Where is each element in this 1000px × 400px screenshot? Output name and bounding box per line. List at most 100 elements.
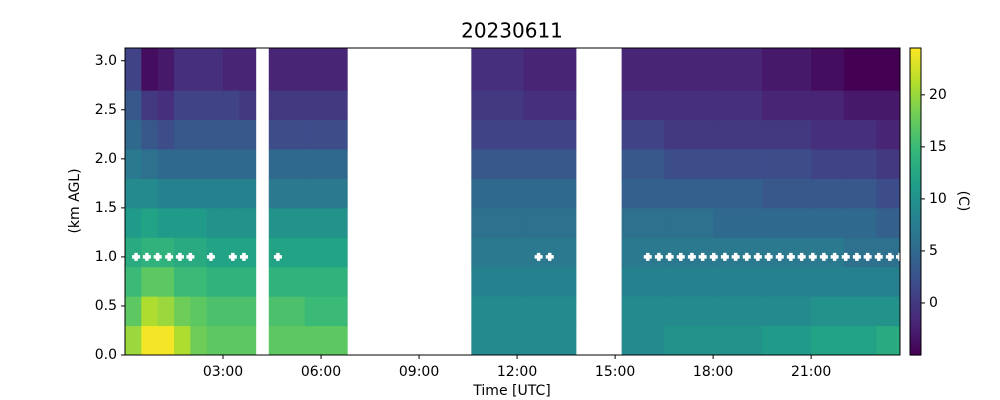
heatmap-cell: [664, 266, 714, 297]
heatmap-cell: [713, 178, 763, 209]
heatmap-cell: [125, 178, 142, 209]
colorbar-label: (C): [955, 191, 971, 212]
heatmap-cell: [268, 296, 306, 327]
colorbar-segment: [910, 216, 921, 221]
heatmap-cell: [471, 48, 525, 91]
heatmap-cell: [125, 266, 142, 297]
colorbar-segment: [910, 275, 921, 279]
colorbar-segment: [910, 284, 921, 289]
heatmap-cell: [621, 266, 665, 297]
marker: [175, 252, 184, 261]
heatmap-cell: [190, 149, 208, 179]
heatmap-cell: [206, 296, 224, 327]
marker: [874, 252, 883, 261]
heatmap-cell: [713, 90, 763, 121]
heatmap-cell: [523, 119, 577, 150]
colorbar-segment: [910, 204, 921, 209]
heatmap-cell: [304, 237, 348, 268]
colorbar-segment: [910, 97, 921, 101]
heatmap-cell: [843, 237, 877, 268]
heatmap-cell: [713, 296, 763, 327]
heatmap-cell: [141, 149, 159, 179]
colorbar-segment: [910, 259, 921, 264]
x-tick-label: 18:00: [693, 364, 733, 380]
marker: [775, 252, 784, 261]
heatmap-cell: [206, 325, 224, 356]
colorbar-segment: [910, 253, 921, 258]
heatmap-cell: [157, 237, 175, 268]
colorbar-tick-label: 15: [929, 139, 947, 155]
colorbar-segment: [910, 201, 921, 206]
heatmap-cell: [141, 119, 159, 150]
colorbar-segment: [910, 51, 921, 55]
heatmap-cell: [223, 266, 240, 297]
heatmap-cell: [876, 325, 901, 356]
marker: [206, 252, 215, 261]
heatmap-cell: [190, 296, 208, 327]
colorbar-segment: [910, 299, 921, 304]
heatmap-cell: [664, 119, 714, 150]
colorbar-segment: [910, 192, 921, 196]
heatmap-cell: [239, 178, 257, 209]
heatmap-cell: [268, 325, 306, 356]
heatmap-cell: [239, 207, 257, 238]
colorbar-segment: [910, 63, 921, 68]
heatmap-cell: [304, 296, 348, 327]
heatmap-cell: [811, 237, 845, 268]
heatmap-cell: [843, 296, 877, 327]
heatmap-cell: [125, 207, 142, 238]
heatmap-cell: [268, 178, 306, 209]
heatmap-cell: [206, 266, 224, 297]
heatmap-cell: [762, 119, 812, 150]
heatmap-cell: [141, 207, 159, 238]
heatmap-cell: [762, 149, 812, 179]
colorbar-segment: [910, 133, 921, 138]
heatmap-cell: [125, 119, 142, 150]
colorbar-segment: [910, 229, 921, 233]
heatmap-cell: [471, 119, 525, 150]
heatmap-cell: [471, 149, 525, 179]
heatmap-cell: [268, 48, 306, 91]
colorbar-segment: [910, 189, 921, 193]
marker: [545, 252, 554, 261]
heatmap-cell: [223, 237, 240, 268]
colorbar-segment: [910, 75, 921, 80]
colorbar-segment: [910, 155, 921, 160]
marker: [698, 252, 707, 261]
heatmap-cell: [174, 325, 191, 356]
heatmap-cell: [304, 207, 348, 238]
marker: [643, 252, 652, 261]
heatmap-cell: [713, 266, 763, 297]
heatmap-cell: [206, 207, 224, 238]
heatmap-cell: [621, 207, 665, 238]
heatmap-cell: [471, 178, 525, 209]
heatmap-cell: [843, 207, 877, 238]
colorbar-segment: [910, 250, 921, 255]
heatmap-cell: [762, 237, 812, 268]
heatmap-cell: [876, 119, 901, 150]
heatmap-cell: [268, 90, 306, 121]
x-tick-label: 06:00: [301, 364, 341, 380]
colorbar-segment: [910, 318, 921, 322]
heatmap-cell: [268, 119, 306, 150]
heatmap-cell: [239, 90, 257, 121]
heatmap-cell: [762, 296, 812, 327]
heatmap-cell: [664, 48, 714, 91]
colorbar-segment: [910, 106, 921, 110]
colorbar-segment: [910, 90, 921, 95]
heatmap-cell: [157, 48, 175, 91]
colorbar-segment: [910, 60, 921, 64]
heatmap-cell: [239, 119, 257, 150]
colorbar-segment: [910, 262, 921, 267]
heatmap-cell: [664, 178, 714, 209]
x-tick-label: 21:00: [791, 364, 831, 380]
heatmap-cell: [125, 237, 142, 268]
colorbar-tick-label: 0: [929, 295, 938, 311]
marker: [228, 252, 237, 261]
colorbar-segment: [910, 143, 921, 147]
heatmap-cell: [762, 266, 812, 297]
colorbar-segment: [910, 176, 921, 181]
colorbar-segment: [910, 146, 921, 150]
colorbar-segment: [910, 287, 921, 292]
heatmap-cell: [304, 149, 348, 179]
